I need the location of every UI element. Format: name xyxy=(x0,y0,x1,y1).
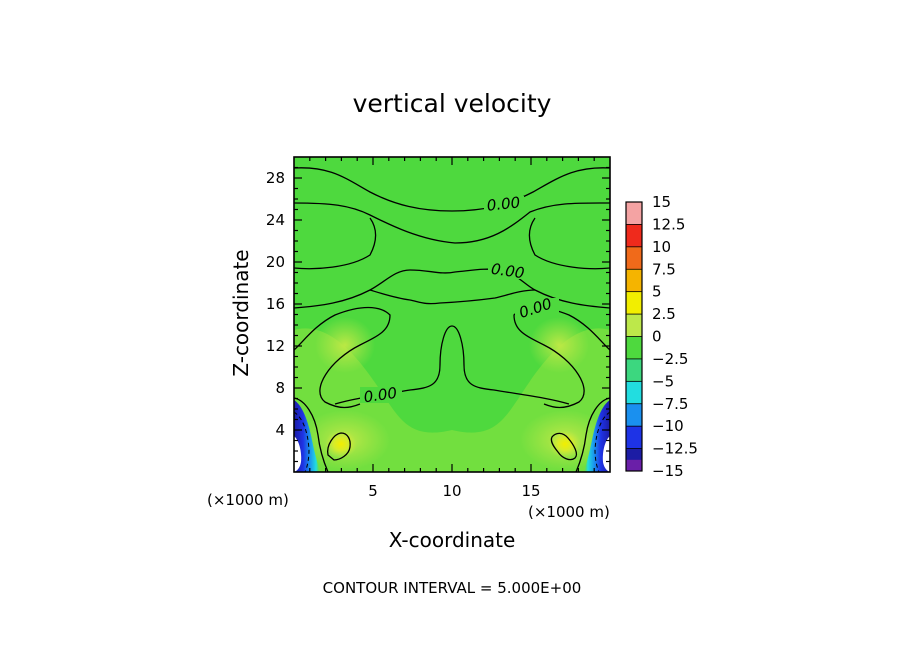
chart-title: vertical velocity xyxy=(353,89,552,118)
colorbar-tick-label: −10 xyxy=(652,417,684,435)
contour-top xyxy=(294,167,610,212)
colorbar-tick-label: −2.5 xyxy=(652,350,688,368)
x-tick-label: 5 xyxy=(368,482,378,500)
colorbar-swatch xyxy=(626,381,642,404)
contour-mid-inner xyxy=(369,289,536,305)
colorbar-swatch xyxy=(626,202,642,225)
colorbar-swatch xyxy=(626,336,642,359)
neg-contour-right xyxy=(594,411,610,472)
contour-label-top: 0.00 xyxy=(486,193,521,214)
contour-right-wall xyxy=(575,397,610,472)
y-tick-label: 28 xyxy=(266,169,285,187)
colorbar-tick-label: 0 xyxy=(652,328,662,346)
colorbar-tick-label: −5 xyxy=(652,372,674,390)
contour-upper xyxy=(294,202,610,244)
x-axis: 5 10 15 xyxy=(309,157,595,500)
colorbar-tick-label: −7.5 xyxy=(652,395,688,413)
wall-right-core xyxy=(602,436,610,472)
negative-contours xyxy=(294,411,610,472)
contour-lower xyxy=(334,325,570,405)
colorbar-tick-label: 5 xyxy=(652,283,662,301)
y-tick-label: 12 xyxy=(266,337,285,355)
colorbar-swatch xyxy=(626,403,642,427)
zero-contours xyxy=(294,167,610,472)
colorbar-tick-label: 15 xyxy=(652,193,671,211)
x-tick-label: 10 xyxy=(442,482,461,500)
neg-contour-left xyxy=(294,411,310,472)
colorbar-swatch xyxy=(626,291,642,315)
contour-interval-text: CONTOUR INTERVAL = 5.000E+00 xyxy=(323,579,582,597)
colorbar-swatch xyxy=(626,459,642,471)
colorbar-swatch xyxy=(626,269,642,292)
contour-upper-left-lobe xyxy=(294,217,377,270)
y-unit-label: (×1000 m) xyxy=(207,491,289,509)
x-unit-label: (×1000 m) xyxy=(528,503,610,521)
colorbar-swatch xyxy=(626,224,642,247)
x-axis-label: X-coordinate xyxy=(389,528,516,552)
contour-left-wall xyxy=(294,397,329,472)
contour-mid xyxy=(294,268,610,309)
colorbar-tick-label: −12.5 xyxy=(652,440,698,458)
y-tick-label: 24 xyxy=(266,211,285,229)
contour-label-lower: 0.00 xyxy=(363,384,399,406)
soft-yellow-right xyxy=(529,317,589,373)
colorbar-tick-label: 7.5 xyxy=(652,260,676,278)
colorbar-swatch xyxy=(626,314,642,337)
contour-bubble-right xyxy=(550,432,578,461)
y-axis: 4 8 12 16 20 24 28 xyxy=(266,166,610,463)
y-tick-label: 16 xyxy=(266,295,285,313)
contour-right-loop xyxy=(513,306,610,409)
contour-label-mid: 0.00 xyxy=(490,260,526,282)
contour-upper-right-lobe xyxy=(528,217,610,270)
colorbar-tick-label: 12.5 xyxy=(652,215,685,233)
colorbar-tick-label: 10 xyxy=(652,238,671,256)
y-axis-label: Z-coordinate xyxy=(229,249,253,376)
wall-left-core xyxy=(294,436,302,472)
contour-left-loop xyxy=(294,306,391,409)
x-tick-label: 15 xyxy=(521,482,540,500)
colorbar-swatch xyxy=(626,426,642,449)
contour-bubble-left xyxy=(327,432,351,461)
colorbar-swatch xyxy=(626,358,642,382)
y-tick-label: 20 xyxy=(266,253,285,271)
y-tick-label: 4 xyxy=(275,421,285,439)
velocity-field: 0.00 0.00 0.00 0.00 xyxy=(294,157,610,472)
contour-label-group xyxy=(360,196,559,403)
colorbar: 15 12.5 10 7.5 5 2.5 0 −2.5 −5 −7.5 −10 −12.5 −15 xyxy=(625,193,698,480)
y-tick-label: 8 xyxy=(275,379,285,397)
colorbar-tick-label: 2.5 xyxy=(652,305,676,323)
colorbar-tick-label: −15 xyxy=(652,462,684,480)
colorbar-swatch xyxy=(626,246,642,270)
soft-yellow-left xyxy=(315,317,375,373)
